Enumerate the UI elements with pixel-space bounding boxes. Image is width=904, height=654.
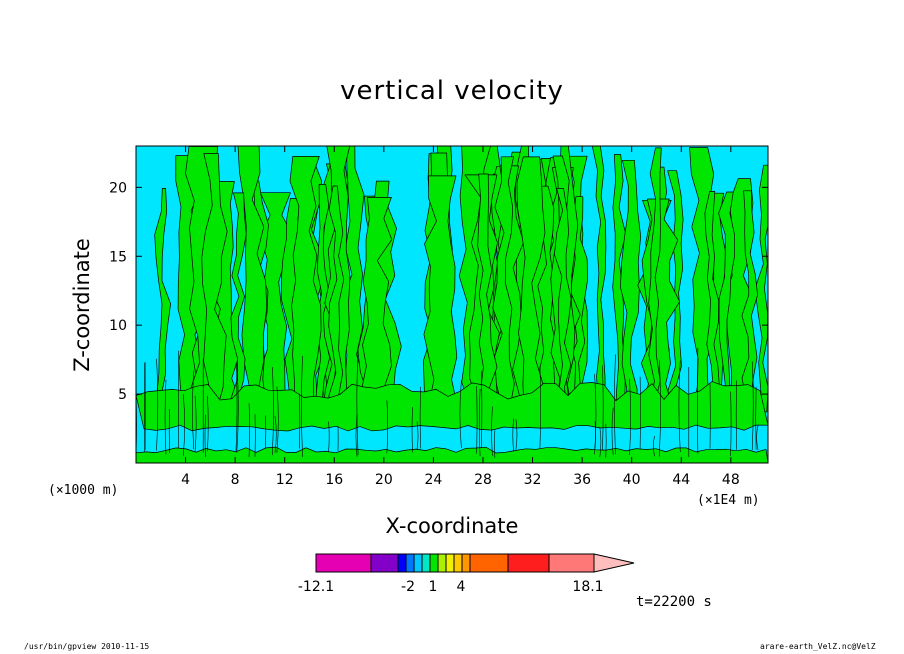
contour-line <box>355 414 358 457</box>
colorbar-segment <box>421 553 431 573</box>
time-label: t=22200 s <box>636 594 712 610</box>
x-tick-label: 20 <box>375 472 393 488</box>
contour-line <box>459 380 462 449</box>
colorbar-label: 4 <box>457 579 466 595</box>
x-tick-label: 40 <box>623 472 641 488</box>
colorbar-segment <box>397 553 407 573</box>
footer-right-text: arare-earth_VelZ.nc@VelZ <box>760 642 876 651</box>
x-tick-label: 8 <box>231 472 240 488</box>
contour-line <box>183 394 185 456</box>
contour-line <box>207 395 209 452</box>
colorbar-label: 18.1 <box>572 579 603 595</box>
contour-line <box>602 365 604 451</box>
colorbar-arrow <box>593 553 635 573</box>
contour-line <box>678 360 681 453</box>
contour-line <box>164 379 167 455</box>
contour-line <box>735 380 737 450</box>
x-tick-label: 24 <box>424 472 442 488</box>
colorbar-segment <box>315 553 372 573</box>
contour-line <box>274 415 277 453</box>
contour-line <box>491 406 493 456</box>
surface-band <box>136 446 768 463</box>
velocity-contour-field <box>136 146 768 463</box>
contour-line <box>299 393 301 449</box>
colorbar-segment <box>507 553 550 573</box>
x-tick-label: 4 <box>181 472 190 488</box>
colorbar-segment <box>469 553 509 573</box>
contour-line <box>235 363 238 451</box>
colorbar-segment <box>453 553 463 573</box>
contour-line <box>697 347 699 454</box>
colorbar-segment <box>445 553 455 573</box>
x-axis-label: X-coordinate <box>385 514 519 538</box>
contour-line <box>659 360 661 457</box>
contour-line <box>276 386 279 453</box>
contour-line <box>730 391 732 456</box>
x-tick-label: 12 <box>276 472 294 488</box>
contour-line <box>204 414 206 457</box>
contour-line <box>411 407 413 453</box>
x-tick-label: 48 <box>722 472 740 488</box>
x-scale-label: (×1E4 m) <box>697 493 760 508</box>
contour-line <box>512 418 514 452</box>
y-tick-label: 20 <box>109 180 127 196</box>
contour-line <box>494 430 496 458</box>
colorbar-segment <box>429 553 439 573</box>
x-tick-label: 44 <box>672 472 690 488</box>
contour-line <box>751 361 754 451</box>
colorbar-segment <box>548 553 595 573</box>
y-tick-label: 5 <box>118 387 127 403</box>
contour-line <box>611 407 614 455</box>
colorbar-segment <box>437 553 447 573</box>
contour-line <box>236 363 239 453</box>
contour-line <box>614 354 616 455</box>
plot-frame <box>135 145 769 464</box>
x-axis: 4 8 12 16 20 24 28 32 36 40 44 48 <box>181 146 740 488</box>
contour-line <box>386 400 388 454</box>
contour-line <box>599 426 602 458</box>
x-tick-label: 16 <box>325 472 343 488</box>
low-level-band <box>136 381 768 432</box>
y-axis: 5 10 15 20 <box>109 180 768 403</box>
x-tick-label: 36 <box>573 472 591 488</box>
contour-line <box>301 355 303 458</box>
contour-line <box>653 435 655 457</box>
contour-line <box>594 374 597 455</box>
contour-line <box>539 365 541 449</box>
contour-line <box>756 424 759 451</box>
positive-plume <box>754 164 768 413</box>
colorbar-label: -12.1 <box>298 579 334 595</box>
contour-line <box>248 403 251 458</box>
chart-title: vertical velocity <box>340 76 564 106</box>
colorbar-segment <box>413 553 423 573</box>
y-tick-label: 10 <box>109 318 127 334</box>
x-tick-label: 28 <box>474 472 492 488</box>
contour-line <box>478 388 481 457</box>
contour-line <box>515 419 518 450</box>
colorbar-segment <box>405 553 415 573</box>
footer-left-text: /usr/bin/gpview 2010-11-15 <box>24 642 150 651</box>
colorbar-segment <box>370 553 399 573</box>
contour-line <box>156 358 159 451</box>
y-tick-label: 15 <box>109 249 127 265</box>
contour-line <box>328 421 330 452</box>
colorbar-segment <box>461 553 471 573</box>
x-tick-label: 32 <box>524 472 542 488</box>
contour-line <box>272 367 274 456</box>
colorbar-label: 1 <box>429 579 438 595</box>
contour-line <box>192 370 195 450</box>
contour-line <box>416 421 419 450</box>
contour-line <box>194 395 197 452</box>
contour-line <box>356 348 359 455</box>
x-unit-label: (×1000 m) <box>48 483 119 498</box>
contour-line <box>629 378 631 456</box>
contour-line <box>481 370 483 449</box>
colorbar-label: -2 <box>401 579 415 595</box>
colorbar: -12.1 -2 1 4 18.1 <box>298 553 635 595</box>
